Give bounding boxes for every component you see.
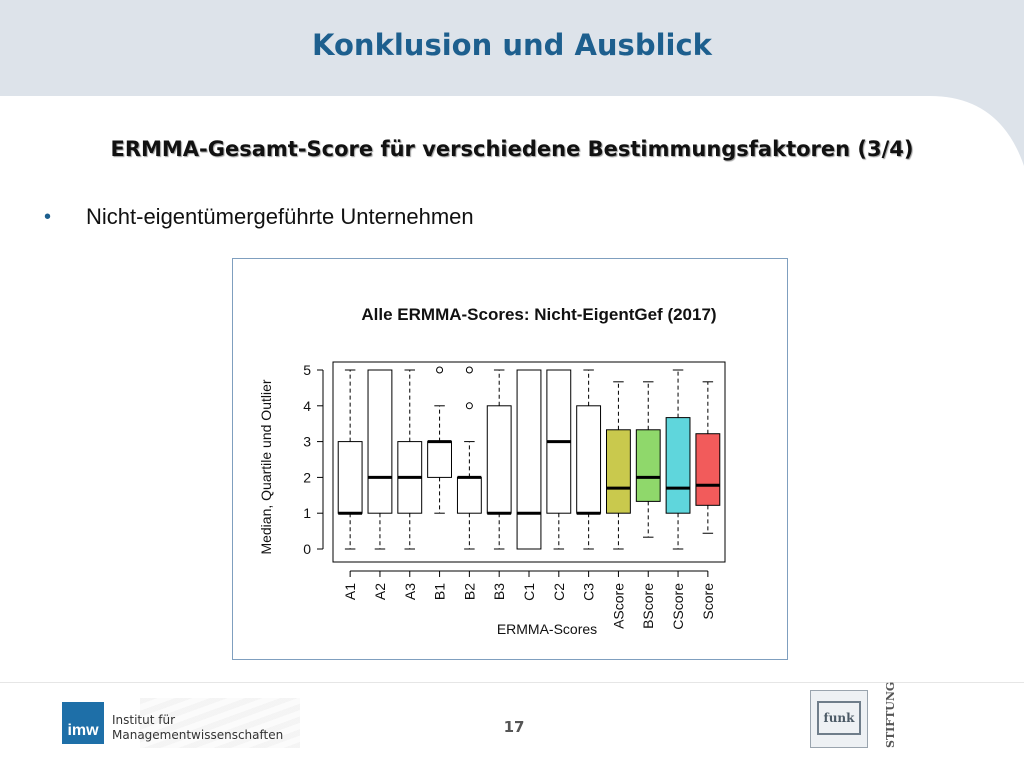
y-tick-label: 3 bbox=[303, 434, 311, 450]
outlier-point bbox=[465, 402, 473, 410]
box-score bbox=[695, 433, 721, 506]
slide-subtitle: ERMMA-Gesamt-Score für verschiedene Best… bbox=[110, 137, 914, 161]
y-tick-label: 5 bbox=[303, 362, 311, 378]
y-tick-label: 2 bbox=[303, 469, 311, 485]
x-tick-label: C3 bbox=[581, 583, 597, 601]
x-tick-label: Score bbox=[700, 583, 716, 620]
chart-title: Alle ERMMA-Scores: Nicht-EigentGef (2017… bbox=[361, 305, 716, 324]
page-number: 17 bbox=[503, 718, 525, 736]
x-tick-label: B1 bbox=[432, 583, 448, 600]
box-b3 bbox=[486, 405, 512, 514]
bullet-dot-icon: • bbox=[44, 206, 52, 228]
x-tick-label: C2 bbox=[551, 583, 567, 601]
box-a1 bbox=[337, 441, 363, 514]
x-axis-label: ERMMA-Scores bbox=[497, 621, 597, 637]
footer-building-image bbox=[140, 698, 300, 748]
page-title: Konklusion und Ausblick bbox=[312, 28, 712, 62]
funk-logo-frame: funk bbox=[817, 701, 861, 735]
bullet-text: Nicht-eigentümergeführte Unternehmen bbox=[86, 204, 474, 229]
imw-logo: imw bbox=[62, 702, 104, 744]
outlier-point bbox=[465, 366, 473, 374]
y-axis-label: Median, Quartile und Outlier bbox=[258, 379, 274, 554]
x-tick-label: CScore bbox=[670, 583, 686, 630]
box-b1 bbox=[427, 441, 452, 478]
box-c3 bbox=[576, 405, 602, 514]
header-band bbox=[0, 0, 1024, 96]
box-bscore bbox=[635, 429, 661, 502]
x-tick-label: A1 bbox=[342, 583, 358, 600]
box-c1 bbox=[516, 369, 542, 550]
funk-logo-text: funk bbox=[823, 711, 855, 725]
box-ascore bbox=[606, 429, 631, 514]
box-a2 bbox=[367, 369, 393, 514]
y-tick-label: 1 bbox=[303, 505, 311, 521]
x-tick-label: B3 bbox=[491, 583, 507, 600]
boxplot-chart-frame: Alle ERMMA-Scores: Nicht-EigentGef (2017… bbox=[232, 258, 788, 660]
box-b2 bbox=[456, 476, 482, 514]
institute-name: Institut für Managementwissenschaften bbox=[112, 713, 283, 743]
outlier-point bbox=[436, 366, 444, 374]
funk-logo: funk bbox=[810, 690, 868, 748]
institute-line-2: Managementwissenschaften bbox=[112, 728, 284, 742]
boxplot-chart: Alle ERMMA-Scores: Nicht-EigentGef (2017… bbox=[258, 305, 726, 637]
plot-border bbox=[332, 361, 726, 563]
y-tick-label: 4 bbox=[303, 398, 311, 414]
institute-line-1: Institut für bbox=[112, 713, 176, 727]
header-curve bbox=[0, 96, 1024, 166]
x-tick-label: AScore bbox=[610, 583, 626, 629]
x-tick-label: A2 bbox=[372, 583, 388, 600]
stiftung-label: STIFTUNG bbox=[884, 681, 897, 748]
x-tick-label: C1 bbox=[521, 583, 537, 601]
x-tick-label: BScore bbox=[640, 583, 656, 629]
box-cscore bbox=[665, 417, 691, 514]
y-tick-label: 0 bbox=[303, 541, 311, 557]
footer-divider bbox=[0, 682, 1024, 683]
x-tick-label: B2 bbox=[461, 583, 477, 600]
x-tick-label: A3 bbox=[402, 583, 418, 600]
